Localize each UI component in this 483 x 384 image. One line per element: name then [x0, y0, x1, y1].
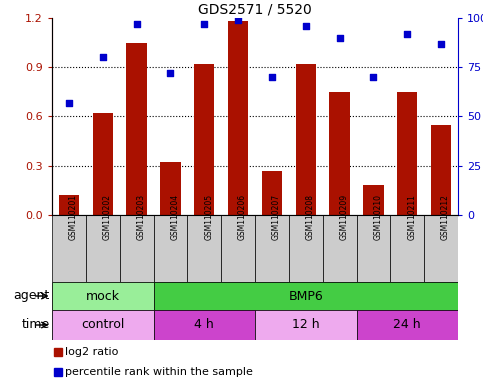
Text: 24 h: 24 h [394, 318, 421, 331]
Bar [52, 310, 154, 340]
Bar [160, 162, 181, 215]
Bar [255, 215, 289, 282]
Text: GSM110210: GSM110210 [373, 194, 383, 240]
Bar [262, 170, 282, 215]
Text: log2 ratio: log2 ratio [65, 347, 118, 357]
Point [200, 21, 208, 27]
Bar [289, 215, 323, 282]
Text: GSM110204: GSM110204 [170, 194, 179, 240]
Point [302, 23, 310, 29]
Text: GSM110201: GSM110201 [69, 194, 78, 240]
Bar [363, 185, 384, 215]
Point [133, 21, 141, 27]
Text: mock: mock [86, 290, 120, 303]
Bar [127, 43, 147, 215]
Text: GSM110203: GSM110203 [137, 194, 145, 240]
Bar [228, 21, 248, 215]
Bar [221, 215, 255, 282]
Text: GSM110202: GSM110202 [103, 194, 112, 240]
Bar [52, 215, 86, 282]
Text: GSM110206: GSM110206 [238, 194, 247, 240]
Text: GSM110209: GSM110209 [340, 194, 349, 240]
Bar [323, 215, 356, 282]
Bar [390, 215, 424, 282]
Bar [194, 64, 214, 215]
Text: control: control [81, 318, 125, 331]
Bar [356, 310, 458, 340]
Text: agent: agent [14, 290, 50, 303]
Point [437, 41, 445, 47]
Title: GDS2571 / 5520: GDS2571 / 5520 [198, 3, 312, 17]
Bar [431, 125, 451, 215]
Bar [59, 195, 79, 215]
Text: 4 h: 4 h [194, 318, 214, 331]
Text: GSM110212: GSM110212 [441, 194, 450, 240]
Text: GSM110211: GSM110211 [407, 194, 416, 240]
Text: percentile rank within the sample: percentile rank within the sample [65, 367, 253, 377]
Bar [154, 215, 187, 282]
Point [65, 99, 73, 106]
Point [369, 74, 377, 80]
Bar [154, 282, 458, 310]
Bar [93, 113, 113, 215]
Point [268, 74, 276, 80]
Bar [329, 92, 350, 215]
Bar [52, 282, 154, 310]
Point [336, 35, 343, 41]
Text: BMP6: BMP6 [288, 290, 323, 303]
Bar [154, 310, 255, 340]
Point [167, 70, 174, 76]
Bar [86, 215, 120, 282]
Point [234, 17, 242, 23]
Bar [255, 310, 356, 340]
Text: time: time [21, 318, 50, 331]
Bar [187, 215, 221, 282]
Text: GSM110205: GSM110205 [204, 194, 213, 240]
Bar [424, 215, 458, 282]
Bar [397, 92, 417, 215]
Text: GSM110208: GSM110208 [306, 194, 315, 240]
Text: GSM110207: GSM110207 [272, 194, 281, 240]
Point [99, 54, 107, 60]
Bar [120, 215, 154, 282]
Text: 12 h: 12 h [292, 318, 320, 331]
Bar [296, 64, 316, 215]
Point [403, 31, 411, 37]
Bar [356, 215, 390, 282]
